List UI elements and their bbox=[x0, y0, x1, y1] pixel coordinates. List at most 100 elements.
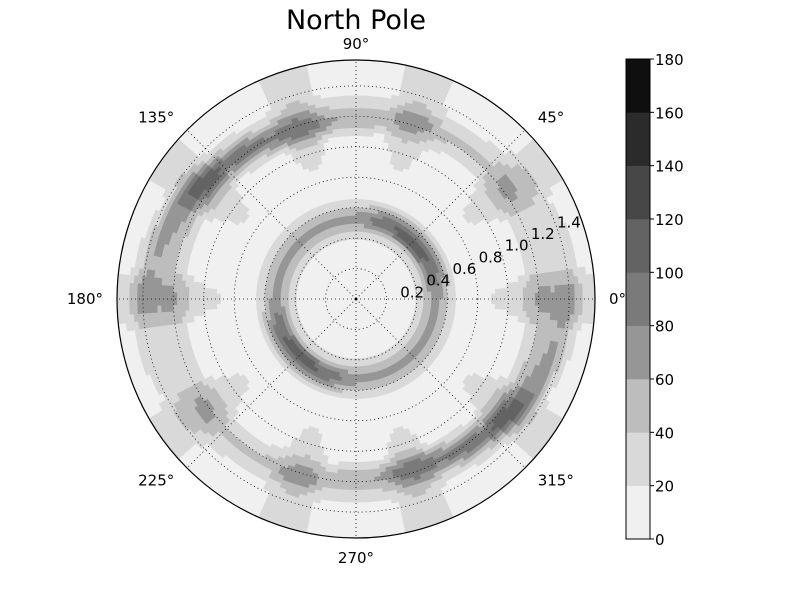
contour-cell bbox=[343, 461, 351, 467]
contour-cell bbox=[355, 461, 363, 467]
contour-cell bbox=[546, 291, 552, 300]
contour-cell bbox=[342, 111, 350, 117]
contour-cell bbox=[582, 306, 588, 316]
contour-cell bbox=[355, 477, 363, 483]
contour-cell bbox=[542, 305, 548, 313]
contour-cell bbox=[510, 304, 516, 311]
contour-cell bbox=[580, 266, 587, 276]
contour-cell bbox=[562, 305, 568, 315]
contour-cell bbox=[196, 304, 202, 311]
contour-cell bbox=[522, 292, 528, 300]
contour-cell bbox=[554, 284, 560, 293]
contour-cell bbox=[125, 322, 132, 332]
contour-cell bbox=[362, 497, 371, 503]
contour-cell bbox=[491, 298, 496, 305]
contour-cell bbox=[349, 127, 357, 133]
contour-cell bbox=[578, 306, 584, 316]
contour-cell bbox=[180, 298, 186, 306]
contour-cell bbox=[348, 95, 357, 101]
contour-cell bbox=[586, 298, 592, 308]
contour-cell bbox=[172, 285, 178, 294]
radial-tick-label: 1.4 bbox=[557, 213, 581, 231]
colorbar-segment bbox=[626, 485, 650, 540]
contour-cell bbox=[562, 298, 568, 307]
contour-cell bbox=[534, 285, 540, 294]
contour-cell bbox=[160, 291, 166, 300]
contour-cell bbox=[132, 283, 138, 292]
contour-cell bbox=[361, 461, 369, 467]
radial-tick-label: 0.8 bbox=[479, 248, 503, 266]
contour-cell bbox=[498, 293, 504, 300]
contour-cell bbox=[128, 298, 134, 308]
contour-cell bbox=[128, 282, 134, 292]
contour-cell bbox=[355, 485, 364, 491]
colorbar-tick-label: 100 bbox=[655, 264, 684, 282]
colorbar-segment bbox=[626, 379, 650, 433]
contour-cell bbox=[361, 477, 370, 483]
contour-cell bbox=[156, 284, 162, 293]
colorbar-segment bbox=[626, 272, 650, 326]
contour-cell bbox=[514, 287, 520, 294]
contour-cell bbox=[355, 481, 363, 487]
contour-cell bbox=[526, 304, 532, 312]
contour-cell bbox=[180, 286, 186, 294]
contour-cell bbox=[343, 465, 351, 471]
angle-tick-label: 270° bbox=[338, 549, 374, 567]
contour-cell bbox=[355, 378, 360, 383]
contour-cell bbox=[355, 131, 363, 137]
contour-cell bbox=[184, 286, 190, 294]
contour-cell bbox=[530, 304, 536, 312]
contour-cell bbox=[345, 393, 350, 399]
contour-cell bbox=[275, 295, 281, 300]
contour-cell bbox=[192, 292, 198, 300]
colorbar-segment bbox=[626, 165, 650, 220]
contour-cell bbox=[542, 285, 548, 293]
contour-cell bbox=[343, 119, 351, 125]
contour-cell bbox=[451, 291, 456, 297]
contour-cell bbox=[176, 286, 182, 294]
contour-cell bbox=[361, 119, 369, 125]
contour-cell bbox=[450, 305, 456, 310]
contour-cell bbox=[196, 287, 202, 294]
contour-cell bbox=[439, 301, 444, 306]
contour-cell bbox=[355, 107, 364, 113]
radial-tick-label: 0.2 bbox=[400, 283, 424, 301]
contour-cell bbox=[256, 291, 261, 297]
contour-cell bbox=[160, 285, 166, 293]
contour-cell bbox=[358, 207, 363, 212]
contour-cell bbox=[327, 96, 336, 103]
contour-cell bbox=[152, 284, 158, 293]
colorbar-segment bbox=[626, 432, 650, 486]
contour-cell bbox=[514, 292, 520, 300]
contour-cell bbox=[514, 304, 520, 311]
contour-cell bbox=[212, 288, 218, 295]
radial-tick-label: 0.6 bbox=[452, 260, 476, 278]
contour-cell bbox=[530, 286, 536, 294]
contour-cell bbox=[383, 97, 392, 104]
contour-cell bbox=[355, 95, 364, 101]
contour-cell bbox=[341, 99, 350, 105]
contour-cell bbox=[494, 303, 500, 310]
contour-cell bbox=[212, 303, 218, 310]
contour-cell bbox=[164, 285, 170, 293]
contour-cell bbox=[176, 292, 182, 300]
colorbar-tick-label: 120 bbox=[655, 211, 684, 229]
contour-cell bbox=[256, 295, 261, 300]
contour-cell bbox=[256, 301, 261, 307]
contour-cell bbox=[554, 291, 560, 300]
contour-cell bbox=[348, 199, 354, 204]
contour-cell bbox=[348, 497, 357, 503]
contour-cell bbox=[188, 292, 194, 300]
contour-cell bbox=[184, 298, 190, 306]
contour-cell bbox=[120, 298, 126, 308]
colorbar-tick-label: 180 bbox=[655, 51, 684, 69]
contour-cell bbox=[358, 203, 364, 208]
contour-cell bbox=[327, 495, 336, 502]
contour-cell bbox=[348, 107, 357, 113]
contour-cell bbox=[348, 99, 357, 105]
contour-cell bbox=[148, 305, 154, 314]
contour-cell bbox=[208, 303, 214, 310]
contour-cell bbox=[498, 288, 504, 295]
